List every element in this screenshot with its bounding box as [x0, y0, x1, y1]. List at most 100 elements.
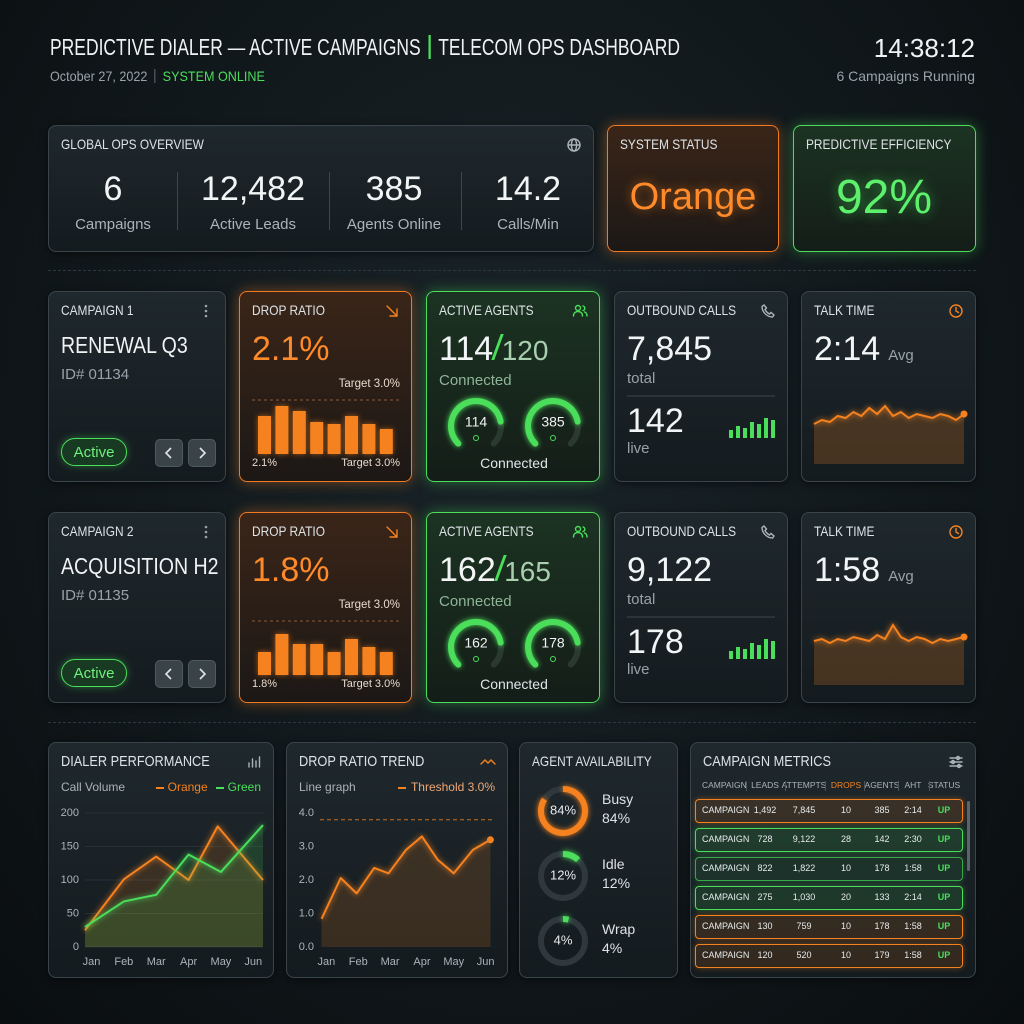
chevron-path — [199, 668, 207, 680]
overview-card: GLOBAL OPS OVERVIEW 6 Campaigns 12,482 Activ… — [48, 125, 594, 252]
drop-bar — [345, 416, 358, 454]
drop-bar — [258, 416, 271, 454]
drop-bar — [379, 429, 393, 454]
gauge-icon — [473, 435, 479, 441]
icon-part — [955, 755, 961, 761]
series-area — [321, 836, 491, 947]
icon-part — [761, 304, 775, 318]
icon-clock — [949, 304, 963, 318]
gauge-value: 178 — [541, 635, 565, 651]
table-cell: CAMPAIGN — [702, 892, 750, 902]
live-bar — [743, 428, 747, 438]
icon-phone — [761, 304, 775, 318]
legend-label: Green — [227, 780, 261, 794]
icon-bars — [248, 756, 261, 768]
nav-next[interactable] — [188, 660, 216, 688]
x-tick-label: Jun — [477, 956, 495, 968]
gauge-icon — [473, 656, 479, 662]
talk-end-dot — [960, 633, 968, 641]
table-cell: CAMPAIGN — [702, 950, 750, 960]
x-tick-label: Jan — [83, 956, 101, 968]
live-bar — [736, 647, 740, 659]
icon-wave — [480, 759, 496, 765]
y-tick-label: 100 — [61, 874, 79, 886]
table-cell: 275 — [757, 892, 773, 902]
table-cell: CAMPAIGN — [702, 834, 750, 844]
gauge-value: 385 — [541, 414, 565, 430]
nav-prev[interactable] — [155, 439, 183, 467]
card-title: DROP RATIO TREND — [299, 753, 425, 770]
live-bar — [729, 651, 733, 659]
header-title: PREDICTIVE DIALER — ACTIVE CAMPAIGNS — [50, 34, 421, 60]
live-bar — [757, 424, 761, 438]
table-cell: UP — [937, 863, 951, 873]
chart-canvas — [252, 620, 400, 675]
table-cell: 10 — [840, 950, 852, 960]
y-tick-label: 150 — [61, 840, 79, 852]
active-agents-card: 114 385 ACTIVE AGENTS 114 120 Connected Connec… — [426, 291, 600, 482]
drop-ratio-card: DROP RATIO 2.1% Target 3.0% 2.1% Target 3.0% — [239, 291, 412, 482]
card-title: DIALER PERFORMANCE — [61, 753, 210, 770]
table-cell: 1,030 — [792, 892, 816, 902]
live-bar — [764, 639, 768, 659]
stat-label: Active Leads — [210, 216, 296, 233]
outbound-live-label: live — [627, 661, 650, 678]
drop-bar — [327, 424, 341, 454]
table-cell: 1:58 — [904, 921, 922, 931]
talk-area — [814, 406, 964, 464]
icon-part — [572, 305, 588, 317]
column-header: DROPS — [830, 780, 862, 790]
icon-part — [204, 535, 208, 539]
stat-label: Campaigns — [75, 216, 151, 233]
x-tick-label: Mar — [381, 956, 400, 968]
card-title: CAMPAIGN 2 — [61, 523, 134, 539]
drop-trend-card: 0.0 1.0 2.0 3.0 4.0 Jan Feb Mar Apr May Jun DROP RA… — [286, 742, 508, 978]
legend-swatch — [215, 786, 224, 789]
scrollbar — [967, 801, 970, 871]
icon-part — [761, 525, 775, 539]
nav-prev[interactable] — [155, 660, 183, 688]
efficiency-value: 92% — [835, 171, 933, 224]
column-header: STATUS — [927, 780, 961, 790]
chart-canvas — [813, 623, 968, 685]
chart-canvas: 114 385 — [448, 398, 581, 447]
outbound-live-label: live — [627, 440, 650, 457]
column-separator — [928, 781, 930, 791]
table-cell: UP — [937, 921, 951, 931]
outbound-live: 178 — [627, 623, 684, 661]
chart-canvas — [252, 399, 400, 454]
icon-part — [480, 759, 496, 765]
drop-bar — [310, 644, 324, 675]
campaign-card: CAMPAIGN 2 ACQUISITION H2 ID# 01135 Active — [48, 512, 226, 703]
active-agents-card: 162 178 ACTIVE AGENTS 162 165 Connected Connec… — [426, 512, 600, 703]
card-title: SYSTEM STATUS — [620, 136, 718, 152]
icon-part — [204, 309, 208, 313]
drop-bar — [345, 639, 358, 675]
availability-value: 4% — [602, 940, 623, 956]
drop-target: Target 3.0% — [338, 599, 400, 611]
column-separator — [864, 781, 865, 791]
system-status-value: Orange — [629, 176, 757, 218]
talk-value: 2:14 — [814, 330, 881, 368]
card-title: DROP RATIO — [252, 523, 325, 539]
agents-footer: Connected — [480, 676, 548, 692]
system-online: SYSTEM ONLINE — [162, 68, 265, 84]
card-title: CAMPAIGN METRICS — [703, 753, 831, 770]
table-row — [695, 944, 963, 968]
table-cell: 10 — [840, 805, 852, 815]
card-title: TALK TIME — [814, 523, 875, 539]
column-separator — [784, 781, 786, 791]
drop-target: Target 3.0% — [338, 378, 400, 390]
nav-next[interactable] — [188, 439, 216, 467]
column-separator — [745, 781, 747, 791]
talk-time-card: TALK TIME 1:58 Avg — [801, 512, 976, 703]
drop-bar — [310, 422, 324, 454]
outbound-card: OUTBOUND CALLS 7,845 total 142 live — [614, 291, 788, 482]
ring-arc — [538, 786, 588, 836]
gauge-arc — [448, 398, 504, 447]
stat-divider — [461, 172, 462, 230]
header-title-row: PREDICTIVE DIALER — ACTIVE CAMPAIGNS TELE… — [50, 34, 680, 60]
icon-part — [949, 525, 963, 539]
icon-part — [574, 525, 582, 533]
card-title: GLOBAL OPS OVERVIEW — [61, 136, 204, 152]
